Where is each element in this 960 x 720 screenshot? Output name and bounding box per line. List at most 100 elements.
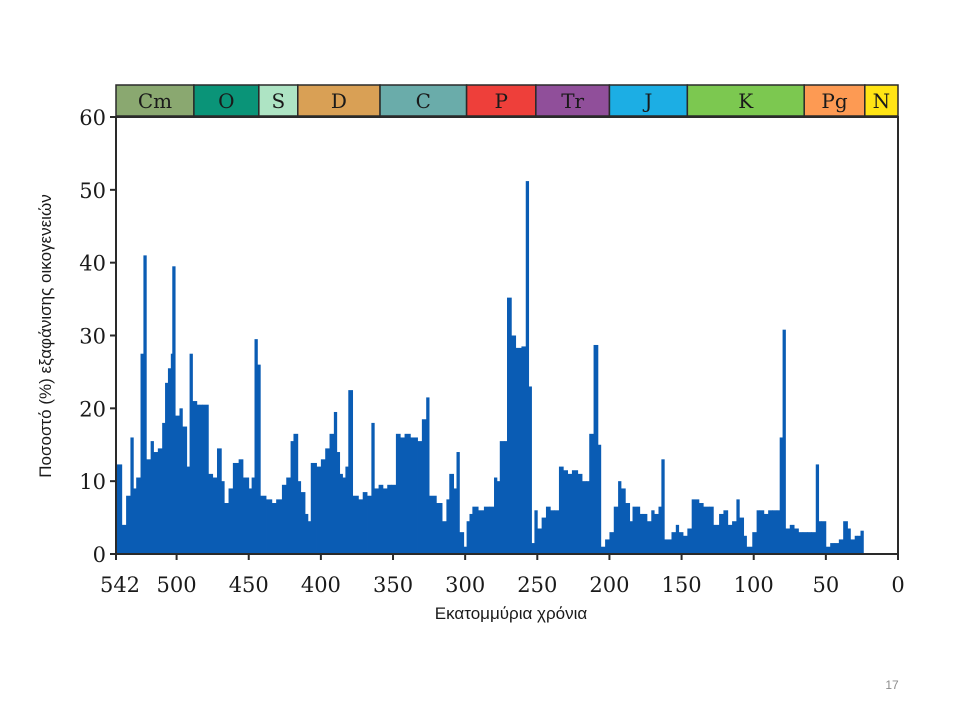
extinction-bar — [162, 422, 166, 554]
extinction-bar — [453, 488, 457, 554]
extinction-bar — [642, 513, 648, 554]
extinction-bar — [276, 499, 283, 554]
extinction-bar — [339, 473, 343, 554]
y-axis-title: Ποσοστό (%) εξαφάνισης οικογενειών — [36, 194, 55, 477]
extinction-bar — [305, 513, 309, 554]
extinction-bar — [850, 539, 856, 554]
extinction-bar — [417, 441, 423, 554]
y-tick-label: 40 — [79, 252, 106, 276]
extinction-bar — [232, 462, 240, 554]
extinction-bar — [609, 532, 615, 554]
extinction-bar — [400, 437, 405, 554]
extinction-bar — [426, 397, 430, 554]
extinction-bar — [316, 466, 322, 554]
extinction-bar — [746, 546, 753, 554]
period-label: O — [218, 89, 234, 113]
extinction-bar — [736, 499, 740, 554]
extinction-bar — [782, 329, 786, 554]
period-label: Pg — [821, 89, 847, 113]
extinction-bar — [554, 510, 560, 554]
extinction-bar — [531, 543, 535, 554]
extinction-bar — [456, 452, 460, 554]
extinction-bar — [293, 433, 299, 554]
extinction-bar — [802, 532, 808, 554]
extinction-bar — [843, 521, 848, 554]
extinction-bar — [759, 510, 765, 554]
period-segment — [608, 84, 689, 117]
extinction-bar — [358, 499, 364, 554]
extinction-bar — [589, 433, 594, 554]
period-label: J — [642, 89, 652, 113]
extinction-bar — [708, 506, 714, 554]
period-label: Cm — [138, 89, 172, 113]
extinction-bar — [691, 499, 700, 554]
extinction-bar — [367, 495, 372, 554]
x-tick-label: 200 — [589, 573, 629, 597]
extinction-bar — [567, 473, 573, 554]
extinction-bar — [698, 503, 704, 554]
extinction-bar — [352, 495, 359, 554]
y-tick-label: 0 — [93, 543, 106, 567]
extinction-bar — [391, 484, 397, 554]
extinction-bar — [442, 521, 447, 554]
extinction-bar — [537, 528, 543, 554]
extinction-bar — [179, 408, 183, 554]
extinction-bar — [713, 524, 720, 554]
x-tick-label: 400 — [301, 573, 341, 597]
extinction-bar — [825, 546, 831, 554]
extinction-bar — [494, 477, 498, 554]
x-tick-label: 150 — [662, 573, 702, 597]
extinction-bar — [499, 441, 505, 554]
extinction-bar — [186, 466, 190, 554]
y-axis-ticks: 0 10 20 30 40 50 60 — [79, 106, 116, 567]
extinction-bar — [167, 368, 172, 554]
extinction-bar — [157, 448, 163, 554]
extinction-bar — [593, 344, 599, 554]
extinction-bar — [719, 513, 724, 554]
extinction-bar — [469, 513, 473, 554]
x-axis-ticks: 542 500 450 400 350 300 250 200 150 100 50 0 — [100, 554, 905, 597]
extinction-bar — [664, 539, 672, 554]
extinction-bar — [463, 546, 468, 554]
extinction-bar — [768, 510, 773, 554]
extinction-bar — [511, 335, 517, 554]
extinction-bar — [815, 464, 820, 554]
extinction-bar — [478, 510, 485, 554]
period-segment — [864, 84, 899, 117]
x-tick-label: 300 — [445, 573, 485, 597]
extinction-bar — [577, 473, 583, 554]
extinction-bar — [342, 477, 346, 554]
period-label: D — [331, 89, 347, 113]
period-label: P — [494, 89, 507, 113]
extinction-bar — [818, 521, 822, 554]
extinction-bar — [336, 452, 341, 554]
extinction-bar — [175, 415, 180, 554]
extinction-bar — [613, 506, 619, 554]
extinction-bar — [732, 521, 737, 554]
extinction-bar — [466, 521, 470, 554]
extinction-bar — [545, 506, 551, 554]
extinction-bar — [371, 422, 375, 554]
extinction-bar — [329, 433, 335, 554]
extinction-bar — [582, 481, 587, 554]
extinction-bar — [834, 543, 840, 554]
x-tick-label: 542 — [100, 573, 140, 597]
extinction-bar — [196, 404, 201, 554]
extinction-bar — [378, 484, 384, 554]
extinction-bar — [257, 364, 261, 554]
extinction-bar — [515, 347, 522, 554]
extinction-bar — [789, 524, 795, 554]
extinction-bar — [571, 470, 579, 554]
extinction-bar — [618, 481, 622, 554]
extinction-bar — [772, 510, 778, 554]
extinction-bar — [146, 459, 152, 554]
extinction-bar — [333, 411, 338, 554]
extinction-bar — [472, 506, 479, 554]
extinction-bar — [625, 503, 631, 554]
extinction-bar — [636, 506, 641, 554]
extinction-bar — [271, 503, 277, 554]
extinction-bar — [651, 510, 655, 554]
extinction-bar — [189, 353, 193, 554]
extinction-bar — [785, 528, 791, 554]
extinction-bar — [830, 543, 835, 554]
